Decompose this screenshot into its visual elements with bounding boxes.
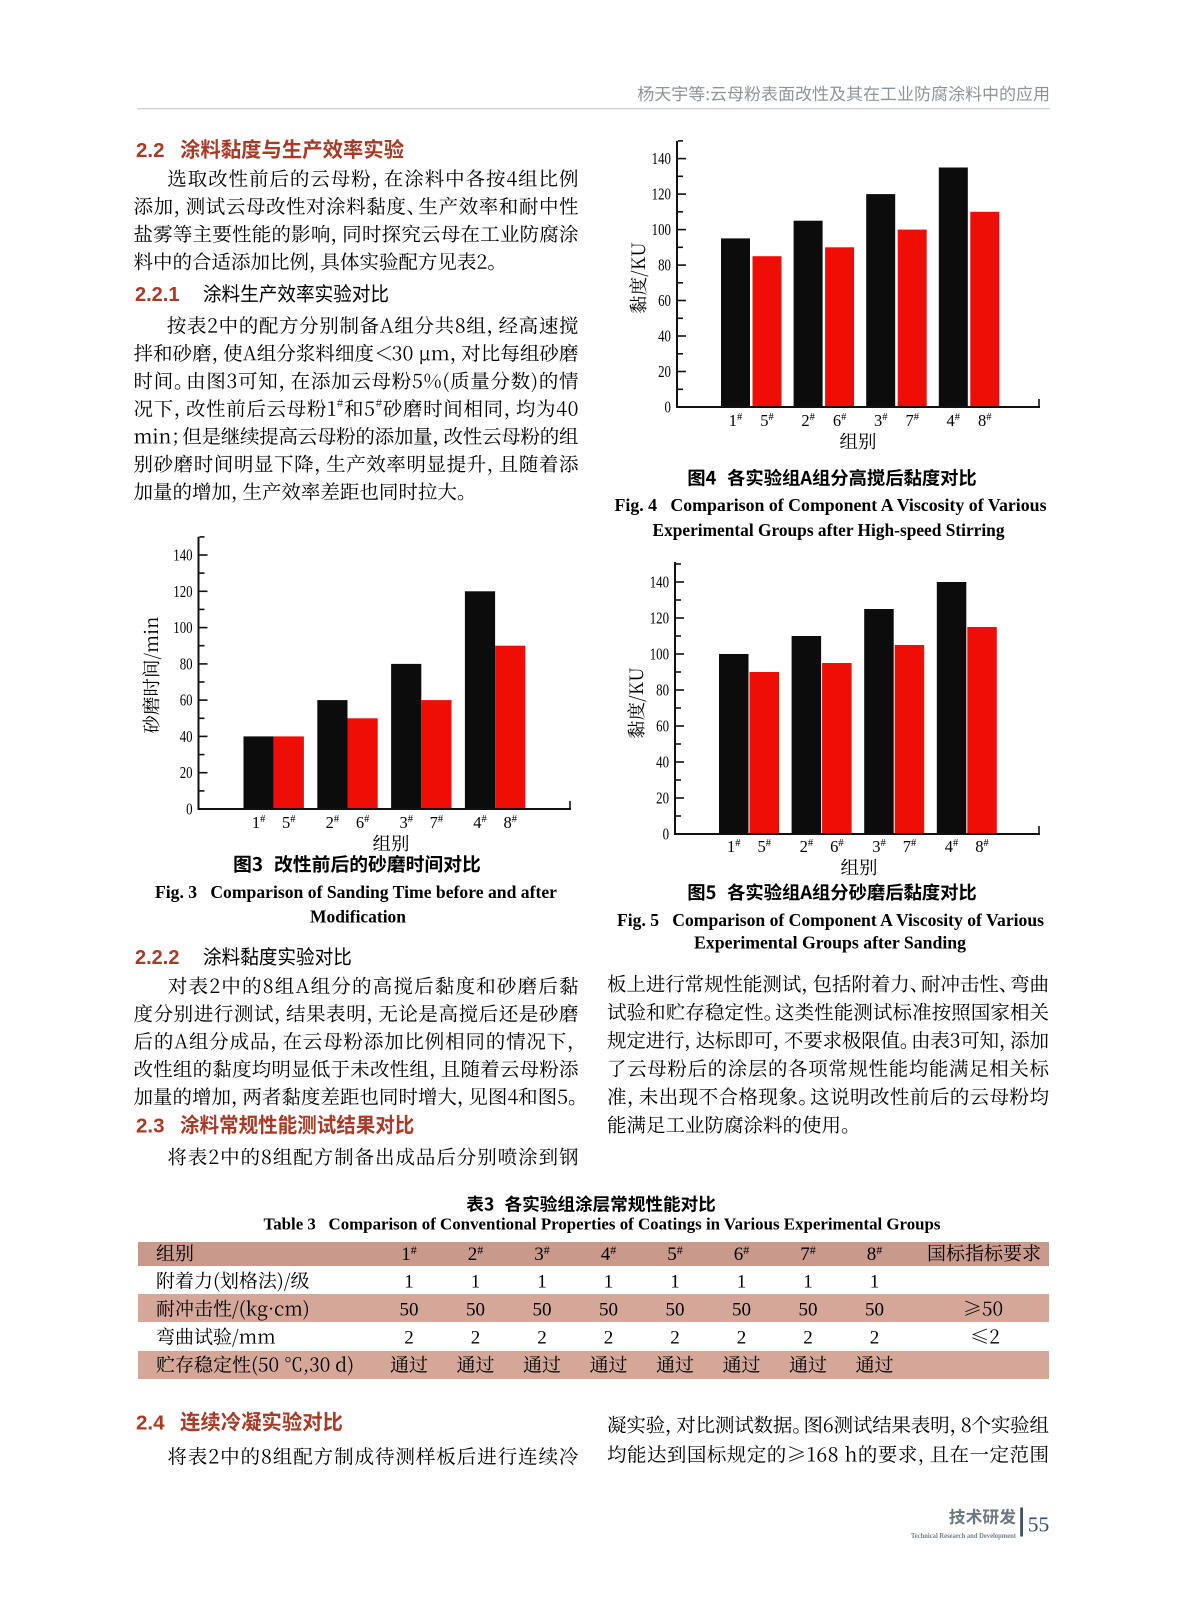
- svg-text:2: 2: [404, 1328, 414, 1349]
- svg-text:140: 140: [173, 547, 192, 565]
- svg-text:120: 120: [173, 583, 192, 601]
- svg-text:50: 50: [533, 1300, 552, 1321]
- svg-text:Experimental Groups after High: Experimental Groups after High-speed Sti…: [653, 520, 1005, 540]
- svg-text:1: 1: [537, 1272, 547, 1293]
- svg-text:1: 1: [604, 1272, 614, 1293]
- svg-text:60: 60: [656, 718, 669, 736]
- svg-text:140: 140: [652, 151, 671, 169]
- svg-text:100: 100: [650, 646, 669, 664]
- svg-text:0: 0: [186, 801, 192, 819]
- svg-text:Fig. 4 Comparison of Compone: Fig. 4 Comparison of Component A Viscosi…: [615, 495, 1047, 515]
- svg-text:100: 100: [652, 222, 671, 240]
- svg-text:Experimental Groups after Sand: Experimental Groups after Sanding: [694, 933, 966, 953]
- svg-text:50: 50: [400, 1300, 419, 1321]
- svg-text:Fig. 3 Comparison of Sanding: Fig. 3 Comparison of Sanding Time before…: [155, 882, 557, 902]
- svg-text:60: 60: [658, 293, 671, 311]
- svg-text:80: 80: [658, 257, 671, 275]
- svg-text:2.2.2: 2.2.2: [135, 947, 179, 969]
- svg-text:50: 50: [865, 1300, 884, 1321]
- svg-text:Table 3 Comparison of Conven: Table 3 Comparison of Conventional Prope…: [264, 1215, 941, 1234]
- svg-text:50: 50: [799, 1300, 818, 1321]
- svg-text:55: 55: [1028, 1513, 1050, 1537]
- svg-text:0: 0: [665, 399, 671, 417]
- svg-text:2: 2: [737, 1328, 747, 1349]
- svg-text:20: 20: [656, 790, 669, 808]
- svg-text:20: 20: [658, 364, 671, 382]
- svg-text:40: 40: [658, 328, 671, 346]
- svg-text:80: 80: [656, 682, 669, 700]
- svg-text:Fig. 5 Comparison of Compone: Fig. 5 Comparison of Component A Viscosi…: [617, 910, 1044, 930]
- svg-text:120: 120: [652, 186, 671, 204]
- svg-text:2: 2: [670, 1328, 680, 1349]
- svg-text:0: 0: [663, 826, 669, 844]
- svg-text:1: 1: [471, 1272, 481, 1293]
- svg-text:60: 60: [180, 692, 193, 710]
- svg-text:50: 50: [466, 1300, 485, 1321]
- svg-text:2: 2: [803, 1328, 813, 1349]
- svg-text:50: 50: [666, 1300, 685, 1321]
- svg-text:20: 20: [180, 765, 193, 783]
- svg-text:100: 100: [173, 620, 192, 638]
- svg-text:2.2: 2.2: [136, 139, 165, 162]
- svg-text:1: 1: [670, 1272, 680, 1293]
- svg-text:2.2.1: 2.2.1: [135, 284, 179, 306]
- svg-text:120: 120: [650, 610, 669, 628]
- svg-text:2.3: 2.3: [136, 1115, 165, 1138]
- svg-text:40: 40: [656, 754, 669, 772]
- svg-text:2: 2: [604, 1328, 614, 1349]
- svg-text:40: 40: [180, 729, 193, 747]
- svg-text:80: 80: [180, 656, 193, 674]
- svg-text:2: 2: [537, 1328, 547, 1349]
- svg-text:50: 50: [599, 1300, 618, 1321]
- svg-text:1: 1: [737, 1272, 747, 1293]
- svg-text:1: 1: [870, 1272, 880, 1293]
- svg-text:2: 2: [870, 1328, 880, 1349]
- svg-text:50: 50: [732, 1300, 751, 1321]
- svg-text:2.4: 2.4: [136, 1412, 165, 1435]
- svg-text:1: 1: [404, 1272, 414, 1293]
- svg-text:1: 1: [803, 1272, 813, 1293]
- svg-text:140: 140: [650, 574, 669, 592]
- svg-text:Technical Research and Develop: Technical Research and Development: [911, 1531, 1016, 1540]
- svg-text:Modification: Modification: [310, 907, 406, 927]
- svg-text:2: 2: [471, 1328, 481, 1349]
